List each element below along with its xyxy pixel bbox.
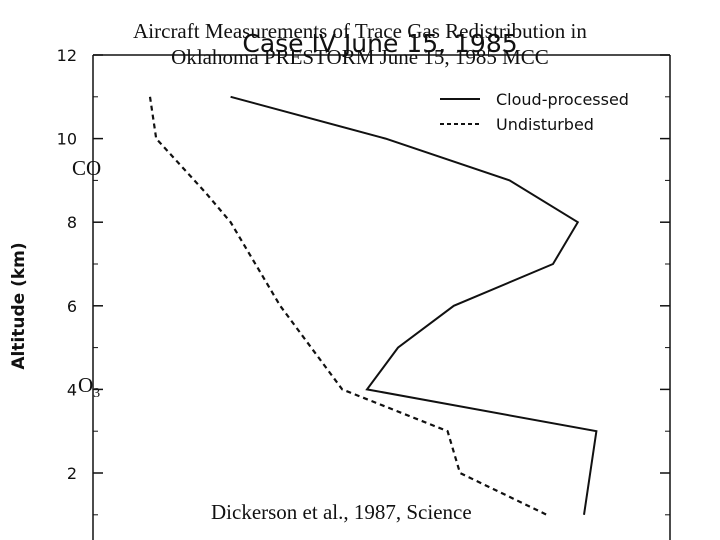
plot-frame (92, 54, 671, 540)
o3-label-base: O (78, 373, 94, 397)
legend-label: Cloud-processed (496, 90, 629, 109)
y-tick-label: 8 (67, 213, 77, 232)
citation: Dickerson et al., 1987, Science (211, 500, 472, 524)
undisturbed-line (148, 96, 548, 516)
slide-title: Aircraft Measurements of Trace Gas Redis… (0, 18, 720, 70)
y-axis-label: Altitude (km) (9, 242, 29, 369)
slide-title-line-2: Oklahoma PRESTORM June 15, 1985 MCC (171, 45, 549, 69)
co-label: CO (72, 156, 102, 180)
o3-label: O3 (78, 373, 100, 406)
legend-label: Undisturbed (496, 115, 594, 134)
cloud-processed-line (230, 95, 598, 515)
y-axis: 2 4 6 8 10 12 (57, 46, 670, 516)
y-tick-label: 10 (57, 130, 77, 149)
o3-label-subscript: 3 (93, 386, 101, 402)
series-lines (148, 95, 598, 516)
y-tick-label: 6 (67, 297, 77, 316)
slide-title-line-1: Aircraft Measurements of Trace Gas Redis… (133, 19, 587, 43)
y-tick-label: 4 (67, 380, 77, 399)
legend: Cloud-processed Undisturbed (440, 90, 629, 134)
chart-title: Case IV June 15, 1985 (242, 29, 517, 58)
y-tick-label: 2 (67, 464, 77, 483)
y-tick-label: 12 (57, 46, 77, 65)
